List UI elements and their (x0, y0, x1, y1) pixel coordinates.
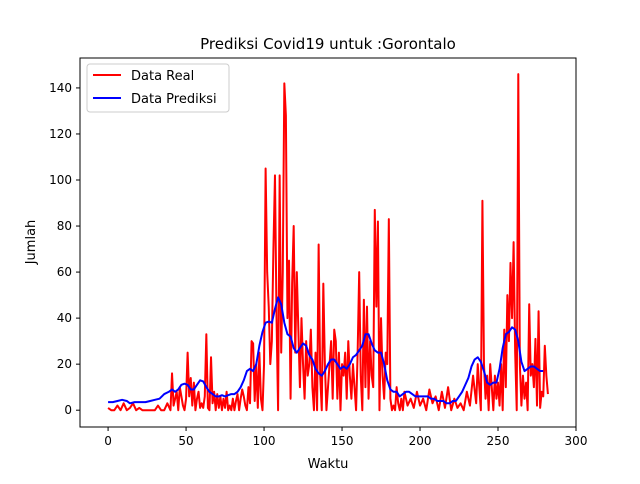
series-line-data-real (107, 73, 549, 412)
plot-frame (79, 57, 577, 428)
legend-box (86, 63, 230, 113)
legend: Data Real Data Prediksi (86, 63, 230, 113)
x-tick-label: 100 (253, 434, 276, 448)
legend-label-data-prediksi: Data Prediksi (131, 92, 217, 107)
y-tick-label: 40 (57, 311, 72, 325)
y-tick-label: 100 (49, 173, 72, 187)
chart-title: Prediksi Covid19 untuk :Gorontalo (200, 35, 456, 53)
y-axis-label: Jumlah (24, 220, 39, 266)
y-tick-label: 140 (49, 81, 72, 95)
y-tick-label: 80 (57, 219, 72, 233)
y-tick-label: 0 (64, 403, 72, 417)
x-tick-label: 0 (104, 434, 112, 448)
y-tick-label: 20 (57, 357, 72, 371)
x-tick-label: 200 (409, 434, 432, 448)
x-tick-label: 250 (487, 434, 510, 448)
x-tick-label: 300 (565, 434, 588, 448)
y-tick-label: 120 (49, 127, 72, 141)
x-tick-label: 50 (178, 434, 193, 448)
x-axis-label: Waktu (308, 457, 349, 472)
series-line-data-prediksi (108, 296, 544, 405)
x-tick-label: 150 (331, 434, 354, 448)
y-tick-label: 60 (57, 265, 72, 279)
legend-label-data-real: Data Real (131, 69, 194, 84)
